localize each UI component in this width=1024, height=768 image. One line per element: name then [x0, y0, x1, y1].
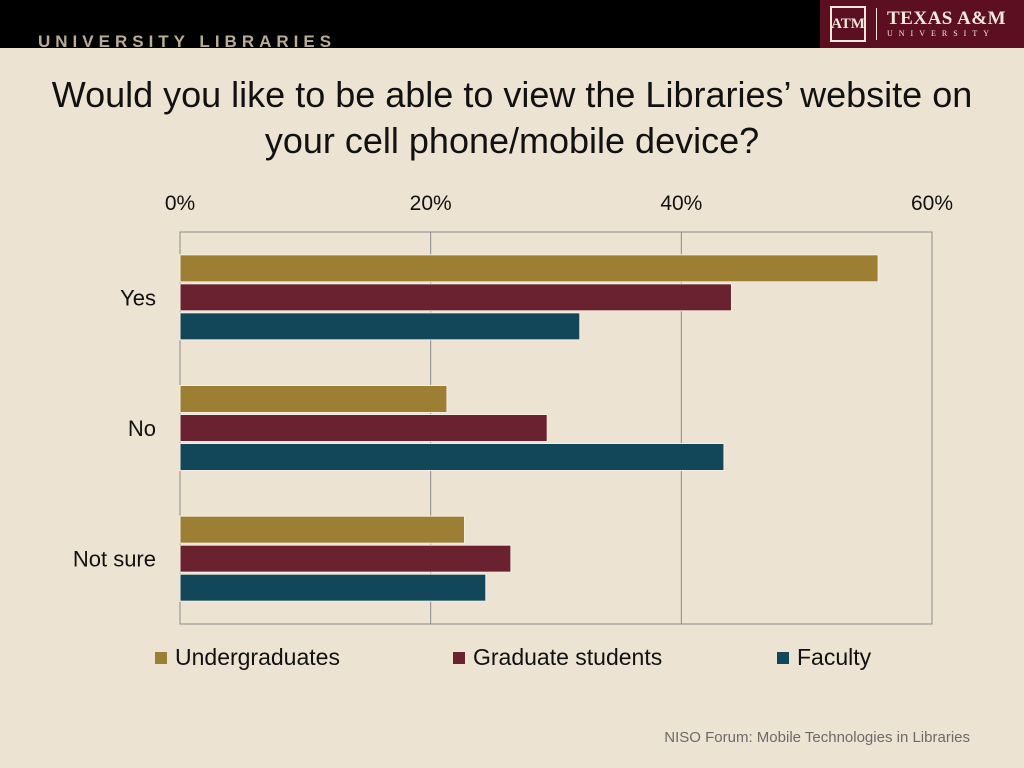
logo-line-1: TEXAS A&M	[887, 8, 1007, 29]
bar-no-graduate-students	[179, 414, 548, 442]
atm-logo-icon: ATM	[830, 6, 866, 42]
legend-swatch	[155, 651, 167, 664]
chart-legend: Undergraduates Graduate students Faculty	[0, 644, 1024, 674]
university-logo: ATM TEXAS A&M UNIVERSITY	[820, 0, 1024, 48]
category-label: Not sure	[73, 547, 156, 572]
footer-text: NISO Forum: Mobile Technologies in Libra…	[664, 729, 970, 746]
bar-no-faculty	[179, 443, 725, 471]
bar-yes-undergraduates	[179, 254, 879, 283]
bar-not-sure-graduate-students	[179, 544, 512, 573]
x-tick-label: 40%	[660, 192, 702, 215]
chart-title: Would you like to be able to view the Li…	[51, 74, 973, 161]
legend-label: Faculty	[797, 644, 872, 670]
legend-swatch	[777, 651, 789, 664]
bar-not-sure-undergraduates	[179, 515, 466, 544]
library-name: UNIVERSITY LIBRARIES	[38, 32, 337, 51]
x-tick-label: 60%	[911, 192, 953, 215]
bar-not-sure-faculty	[179, 573, 487, 602]
bar-chart: 0% 20% 40% 60% Yes No Not sure	[73, 192, 953, 625]
logo-divider	[876, 8, 877, 40]
legend-item: Undergraduates	[155, 644, 340, 671]
legend-label: Undergraduates	[175, 644, 340, 670]
logo-wordmark: TEXAS A&M UNIVERSITY	[887, 9, 1006, 39]
legend-item: Faculty	[777, 644, 871, 671]
category-label: No	[128, 416, 156, 441]
header-bar: UNIVERSITY LIBRARIES ATM TEXAS A&M UNIVE…	[0, 0, 1024, 51]
legend-swatch	[453, 651, 465, 664]
bar-no-undergraduates	[179, 385, 448, 413]
logo-line-2: UNIVERSITY	[887, 29, 995, 38]
legend-item: Graduate students	[453, 644, 662, 671]
legend-label: Graduate students	[473, 644, 663, 670]
x-tick-label: 20%	[410, 192, 452, 215]
category-label: Yes	[120, 285, 156, 310]
bar-yes-graduate-students	[179, 283, 732, 312]
x-tick-label: 0%	[165, 192, 195, 215]
bar-yes-faculty	[179, 312, 581, 341]
